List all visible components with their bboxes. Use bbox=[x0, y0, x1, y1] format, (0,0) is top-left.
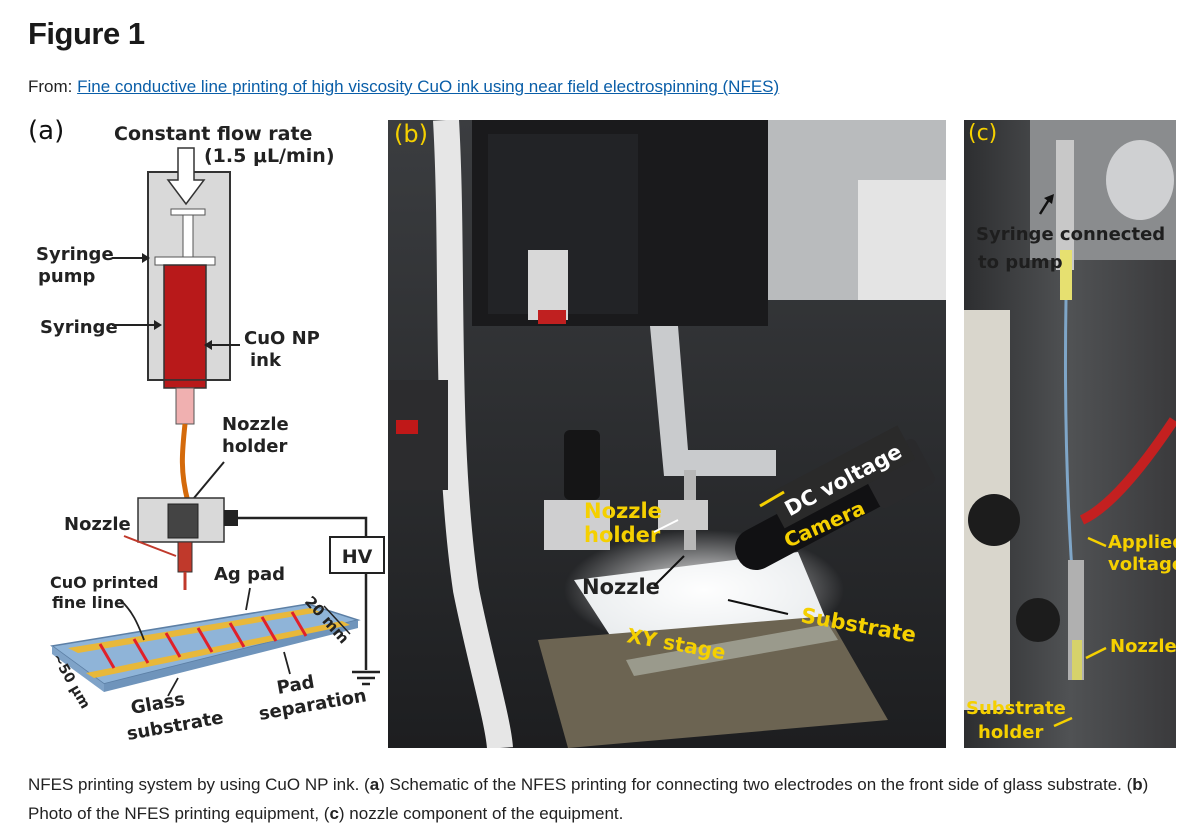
ag-pad-pointer bbox=[245, 587, 251, 611]
left-camera-body bbox=[564, 430, 600, 500]
ink-barrel bbox=[163, 264, 207, 381]
hv-source bbox=[329, 536, 385, 574]
dc-voltage-pointer bbox=[759, 490, 785, 508]
voltage-lead bbox=[1079, 417, 1176, 525]
knob-bottom bbox=[1016, 598, 1060, 642]
caption-text-2: ) Schematic of the NFES printing for con… bbox=[379, 775, 1133, 794]
substrate-holder-pointer bbox=[1053, 716, 1073, 728]
caption-bold-a: a bbox=[369, 775, 380, 794]
printed-line-pointer bbox=[119, 599, 145, 641]
side-controller bbox=[388, 380, 448, 490]
panel-b-photo: DC voltage (b) Camera Nozzle holder Nozz… bbox=[388, 120, 946, 748]
caption-bold-b: b bbox=[1132, 775, 1143, 794]
feed-tube bbox=[179, 423, 191, 503]
applied-voltage-pointer bbox=[1087, 536, 1107, 548]
caption-text-3: ) Photo of the NFES printing equipment, … bbox=[28, 775, 1149, 823]
applied-voltage-label-1: Applied bbox=[1108, 532, 1176, 553]
nozzle-holder-pointer bbox=[193, 461, 225, 499]
nozzle-label: Nozzle bbox=[1110, 636, 1176, 657]
cable-wrap bbox=[433, 120, 513, 748]
flow-rate: (1.5 μL/min) bbox=[204, 145, 335, 167]
flow-title: Constant flow rate bbox=[114, 123, 312, 145]
figure-source: From: Fine conductive line printing of h… bbox=[28, 77, 779, 97]
syringe-needle bbox=[175, 387, 195, 425]
hv-wire-top bbox=[238, 516, 368, 544]
syringe-connected-label-2: to pump bbox=[978, 252, 1063, 273]
ink-barrel-tip bbox=[163, 379, 207, 389]
syringe-pump-label-1: Syringe bbox=[36, 244, 114, 265]
dim-20mm-arrow bbox=[323, 605, 351, 635]
caption-bold-c: c bbox=[329, 804, 339, 823]
substrate-holder-label-1: Substrate bbox=[966, 698, 1066, 719]
nozzle-pointer bbox=[653, 555, 685, 587]
nozzle-pointer bbox=[123, 535, 177, 557]
figure-caption: NFES printing system by using CuO NP ink… bbox=[28, 770, 1178, 828]
electrode-clip bbox=[224, 510, 238, 526]
printed-lines bbox=[98, 611, 308, 669]
syringe-yellow bbox=[1060, 250, 1072, 300]
ink-label-2: ink bbox=[250, 350, 282, 371]
plunger-rod bbox=[182, 214, 194, 258]
syringe-connected-label-1: Syringe connected bbox=[976, 224, 1165, 245]
substrate-pointer bbox=[727, 599, 789, 615]
ink-label-1: CuO NP bbox=[244, 328, 320, 349]
nozzle-holder-core bbox=[167, 503, 199, 539]
panel-b-label: (b) bbox=[394, 120, 428, 148]
mounting-bracket bbox=[650, 326, 776, 476]
glass-pointer bbox=[167, 677, 179, 697]
nozzle-label: Nozzle bbox=[582, 575, 660, 599]
ag-pads bbox=[68, 608, 350, 678]
printed-line-label-2: fine line bbox=[52, 593, 125, 612]
panel-c-photo: (c) Syringe connected to pump Applied vo… bbox=[964, 120, 1176, 748]
plunger-top bbox=[170, 208, 206, 216]
syringe-pump-label-2: pump bbox=[38, 266, 95, 287]
knob-top bbox=[968, 494, 1020, 546]
source-prefix: From: bbox=[28, 77, 78, 96]
xy-stage-base bbox=[538, 616, 888, 748]
plunger-disc bbox=[154, 256, 216, 266]
nozzle-holder-label-2: holder bbox=[584, 523, 661, 547]
nozzle-holder-label-1: Nozzle bbox=[222, 414, 289, 435]
ag-pad-label: Ag pad bbox=[214, 564, 285, 585]
figure-title: Figure 1 bbox=[28, 16, 145, 51]
nozzle-holder-pointer bbox=[653, 519, 679, 533]
panel-a-schematic: (a) Constant flow rate (1.5 μL/min) Syri… bbox=[28, 112, 388, 752]
syringe-label: Syringe bbox=[40, 317, 118, 338]
flow-arrow bbox=[166, 147, 206, 206]
panel-a-label: (a) bbox=[28, 116, 64, 146]
panel-c-label: (c) bbox=[968, 121, 997, 146]
nozzle-holder-label-1: Nozzle bbox=[584, 499, 662, 523]
hv-label: HV bbox=[342, 546, 373, 568]
nozzle-pointer bbox=[1085, 646, 1107, 660]
applied-voltage-label-2: voltage bbox=[1108, 554, 1176, 575]
nozzle-holder-label-2: holder bbox=[222, 436, 287, 457]
printed-line-label-1: CuO printed bbox=[50, 573, 158, 592]
substrate-holder-label-2: holder bbox=[978, 722, 1043, 743]
warning-label bbox=[528, 250, 568, 320]
caption-text-4: ) nozzle component of the equipment. bbox=[338, 804, 624, 823]
caption-text-1: NFES printing system by using CuO NP ink… bbox=[28, 775, 370, 794]
nozzle-label: Nozzle bbox=[64, 514, 131, 535]
nozzle-body bbox=[177, 541, 193, 573]
article-link[interactable]: Fine conductive line printing of high vi… bbox=[77, 77, 780, 96]
pad-separation-pointer bbox=[283, 651, 291, 675]
